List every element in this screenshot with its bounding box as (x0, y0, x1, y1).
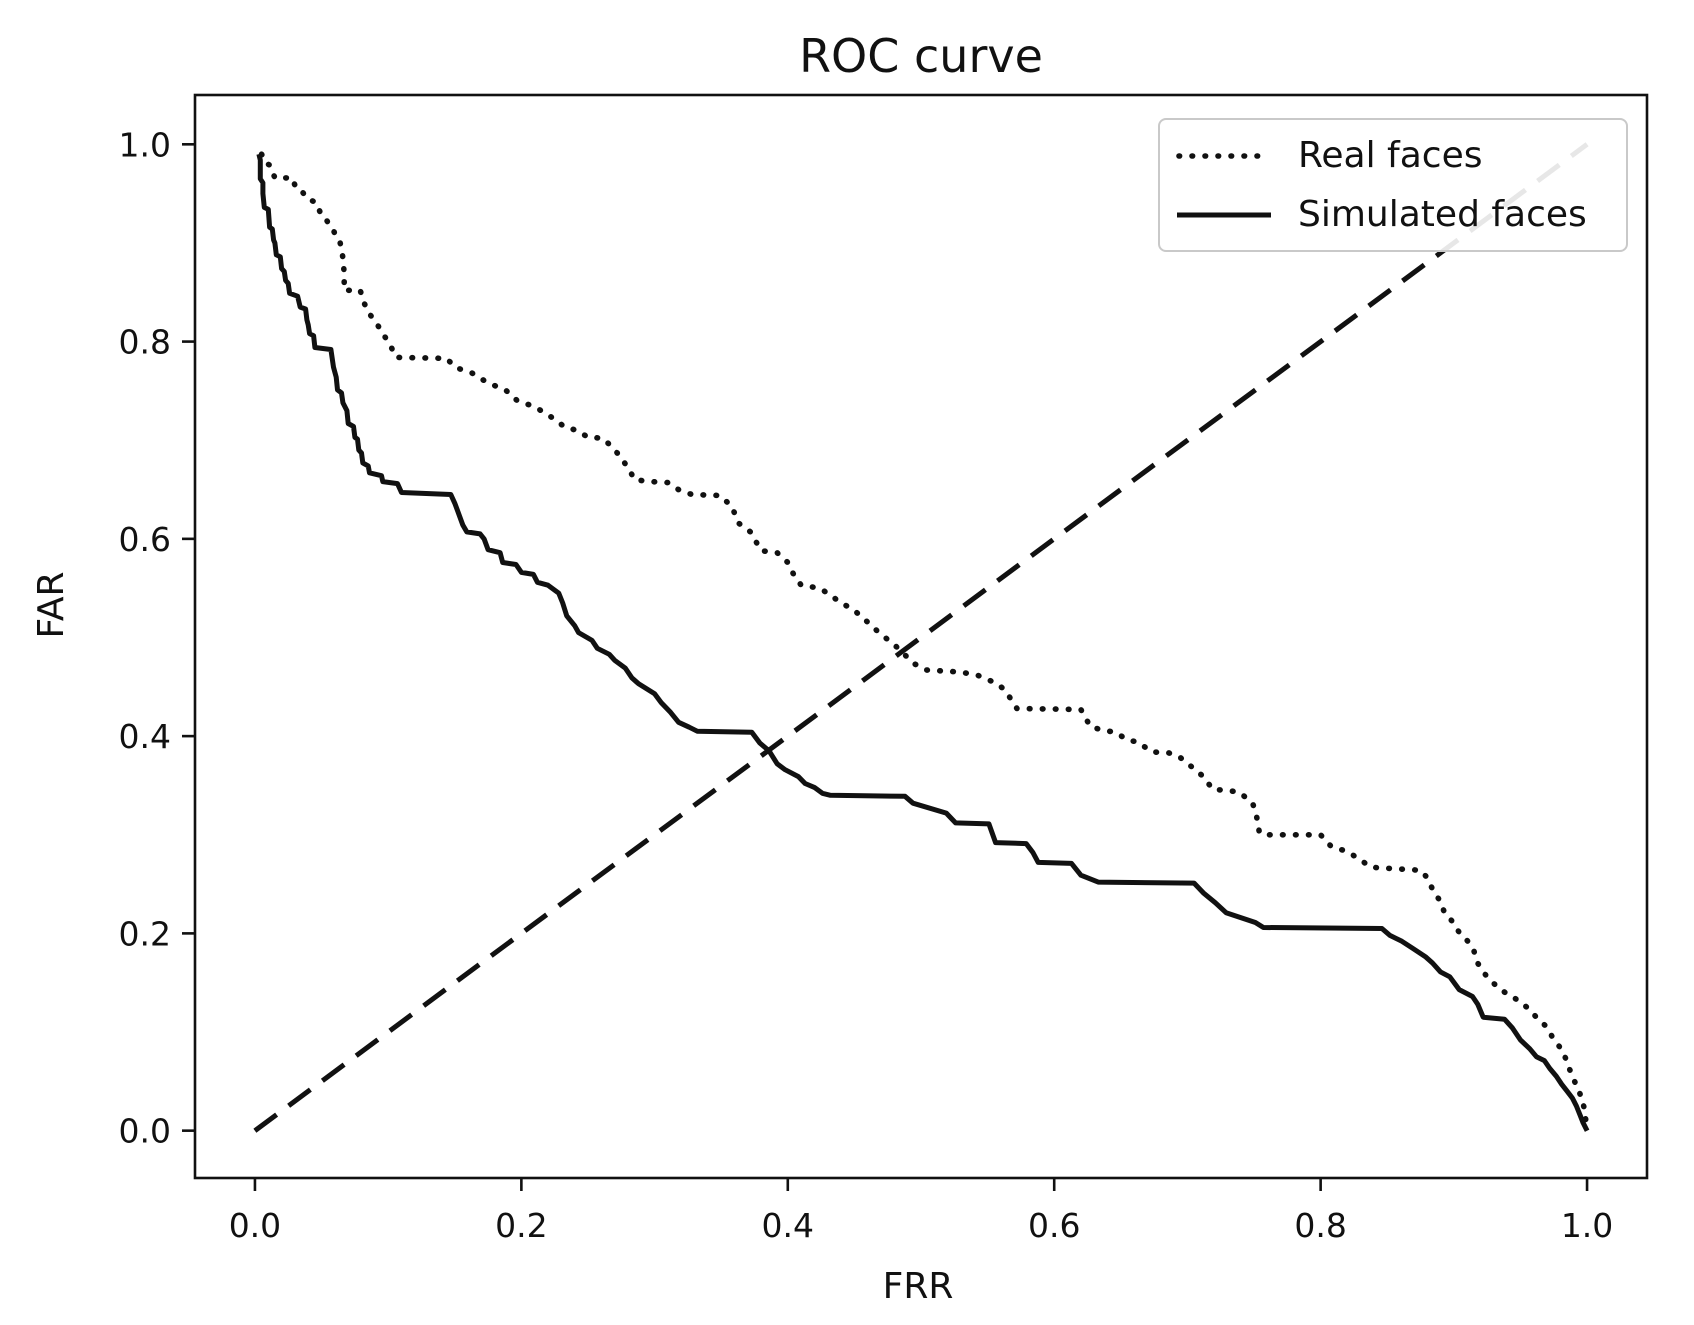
y-axis-label: FAR (31, 571, 72, 638)
curves-layer (253, 142, 1590, 1134)
x-tick-label: 0.0 (229, 1206, 281, 1245)
y-tick-label: 1.0 (119, 125, 171, 164)
y-tick-label: 0.2 (119, 914, 171, 953)
x-tick-label: 0.6 (1028, 1206, 1080, 1245)
y-tick-label: 0.6 (119, 520, 171, 559)
chart-title: ROC curve (799, 29, 1043, 83)
y-tick-label: 0.8 (119, 323, 171, 362)
legend-label-simulated-faces: Simulated faces (1298, 193, 1587, 235)
dotted-line-sample (1176, 152, 1272, 159)
chance-diagonal-curve (253, 142, 1589, 1133)
legend-label-real-faces: Real faces (1298, 134, 1483, 176)
y-tick-label: 0.4 (119, 717, 171, 756)
x-axis-label: FRR (883, 1266, 954, 1307)
real-faces-curve (258, 151, 1590, 1134)
legend-entry-simulated-faces: Simulated faces (1174, 189, 1616, 241)
x-tick-label: 0.8 (1294, 1206, 1346, 1245)
legend: Real faces Simulated faces (1158, 118, 1628, 252)
x-tick-label: 1.0 (1561, 1206, 1613, 1245)
axes-box (193, 93, 1649, 1180)
y-tick-label: 0.0 (119, 1112, 171, 1151)
x-tick-label: 0.2 (495, 1206, 547, 1245)
y-axis-ticks: 0.0 0.2 0.4 0.6 0.8 1.0 (119, 125, 195, 1151)
x-tick-label: 0.4 (762, 1206, 814, 1245)
simulated-faces-curve (256, 153, 1590, 1132)
x-axis-ticks: 0.0 0.2 0.4 0.6 0.8 1.0 (229, 1178, 1613, 1245)
legend-entry-real-faces: Real faces (1174, 130, 1616, 182)
solid-line-sample (1177, 212, 1271, 217)
